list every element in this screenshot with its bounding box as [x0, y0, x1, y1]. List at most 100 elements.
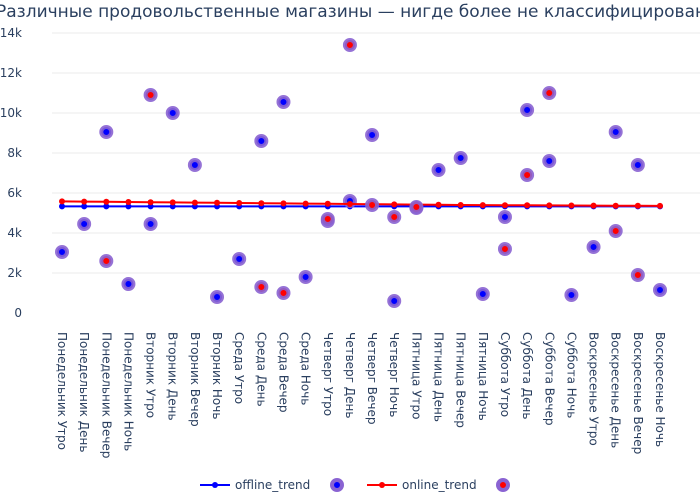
data-point [387, 294, 402, 308]
trend-point [191, 199, 198, 206]
trend-point [546, 202, 553, 209]
x-tick-label: Понедельник День [77, 332, 91, 452]
data-point [409, 200, 424, 214]
trend-point [612, 202, 619, 209]
data-point [99, 254, 114, 268]
trend-point [125, 199, 132, 205]
data-point [630, 268, 645, 282]
x-tick-label: Вторник День [166, 332, 180, 421]
data-point [77, 217, 92, 231]
trend-point [657, 202, 663, 209]
data-point [653, 283, 667, 297]
trend-point [634, 202, 641, 209]
data-point [55, 245, 69, 259]
data-point [365, 198, 380, 212]
series-2 [59, 198, 663, 209]
trend-point [147, 203, 154, 210]
data-point [232, 252, 247, 266]
y-tick-label: 10k [0, 106, 22, 120]
legend[interactable]: offline_trend online_trend [200, 478, 510, 492]
x-tick-label: Понедельник Вечер [99, 332, 113, 458]
x-tick-label: Пятница Утро [409, 332, 423, 419]
x-tick-label: Суббота Вечер [542, 332, 556, 426]
y-tick-label: 14k [0, 26, 22, 40]
x-tick-label: Суббота Утро [498, 332, 512, 417]
grid-layer [52, 32, 700, 274]
data-point [431, 163, 446, 177]
trend-point [568, 202, 575, 209]
trend-point [590, 202, 597, 209]
data-point [99, 125, 114, 139]
legend-item[interactable] [330, 478, 344, 492]
trend-point [524, 202, 531, 209]
data-point [121, 277, 136, 291]
x-tick-label: Вторник Ночь [210, 332, 224, 419]
data-point [187, 158, 202, 172]
data-point [165, 106, 180, 120]
x-tick-label: Воскресенье Утро [587, 332, 601, 446]
trend-point [169, 199, 176, 206]
data-point [497, 242, 512, 256]
data-point [497, 210, 512, 224]
data-point [542, 86, 557, 100]
y-tick-label: 0 [14, 306, 22, 320]
trend-point [479, 202, 486, 209]
trend-point [103, 203, 110, 210]
legend-marker-swatch [379, 482, 385, 488]
data-point [542, 154, 557, 168]
data-point [276, 95, 291, 109]
x-tick-label: Воскресенье Вечер [631, 332, 645, 454]
trend-point [103, 198, 110, 205]
y-tick-label: 8k [7, 146, 22, 160]
x-tick-label: Пятница Вечер [454, 332, 468, 428]
trend-point [457, 202, 464, 208]
y-tick-label: 6k [7, 186, 22, 200]
plot-area [55, 38, 667, 308]
trend-point [435, 201, 442, 208]
data-point [608, 224, 623, 238]
data-point [475, 287, 490, 301]
legend-item[interactable]: offline_trend [200, 478, 310, 492]
x-tick-label: Пятница Ночь [476, 332, 490, 421]
y-tick-label: 12k [0, 66, 22, 80]
data-point [365, 128, 380, 142]
data-point [387, 210, 402, 224]
x-tick-label: Вторник Вечер [188, 332, 202, 427]
data-point [520, 168, 535, 182]
y-axis-ticks: 0 2k 4k 6k 8k 10k 12k 14k [0, 26, 22, 320]
x-tick-label: Четверг День [343, 332, 357, 418]
legend-marker-swatch [330, 478, 344, 492]
trend-point [81, 198, 88, 205]
trend-point [214, 199, 221, 206]
legend-marker-swatch [212, 482, 218, 488]
trend-point [59, 198, 65, 205]
trend-point [346, 201, 353, 207]
legend-label: online_trend [402, 478, 477, 492]
trend-point [258, 200, 265, 207]
legend-marker-swatch [496, 478, 510, 492]
x-tick-label: Понедельник Ночь [121, 332, 135, 451]
data-point [453, 151, 468, 165]
data-point [298, 270, 313, 284]
legend-item[interactable] [496, 478, 510, 492]
chart-title: Различные продовольственные магазины — н… [0, 2, 700, 22]
x-tick-label: Вторник Утро [144, 332, 158, 418]
data-point [520, 103, 535, 117]
trend-point [81, 203, 88, 210]
series-3 [99, 38, 645, 300]
trend-point [236, 200, 243, 206]
data-point [320, 212, 335, 226]
data-point [586, 240, 601, 254]
trend-point [125, 203, 132, 210]
x-tick-label: Понедельник Утро [55, 332, 69, 450]
data-point [210, 290, 225, 304]
data-point [564, 288, 579, 302]
x-tick-label: Четверг Вечер [365, 332, 379, 425]
data-point [630, 158, 645, 172]
data-point [254, 280, 269, 294]
trend-point [302, 200, 309, 207]
x-axis-ticks: Понедельник Утро Понедельник День Понедель… [55, 332, 667, 458]
data-point [342, 38, 357, 52]
legend-item[interactable]: online_trend [367, 478, 477, 492]
x-tick-label: Четверг Утро [321, 332, 335, 416]
